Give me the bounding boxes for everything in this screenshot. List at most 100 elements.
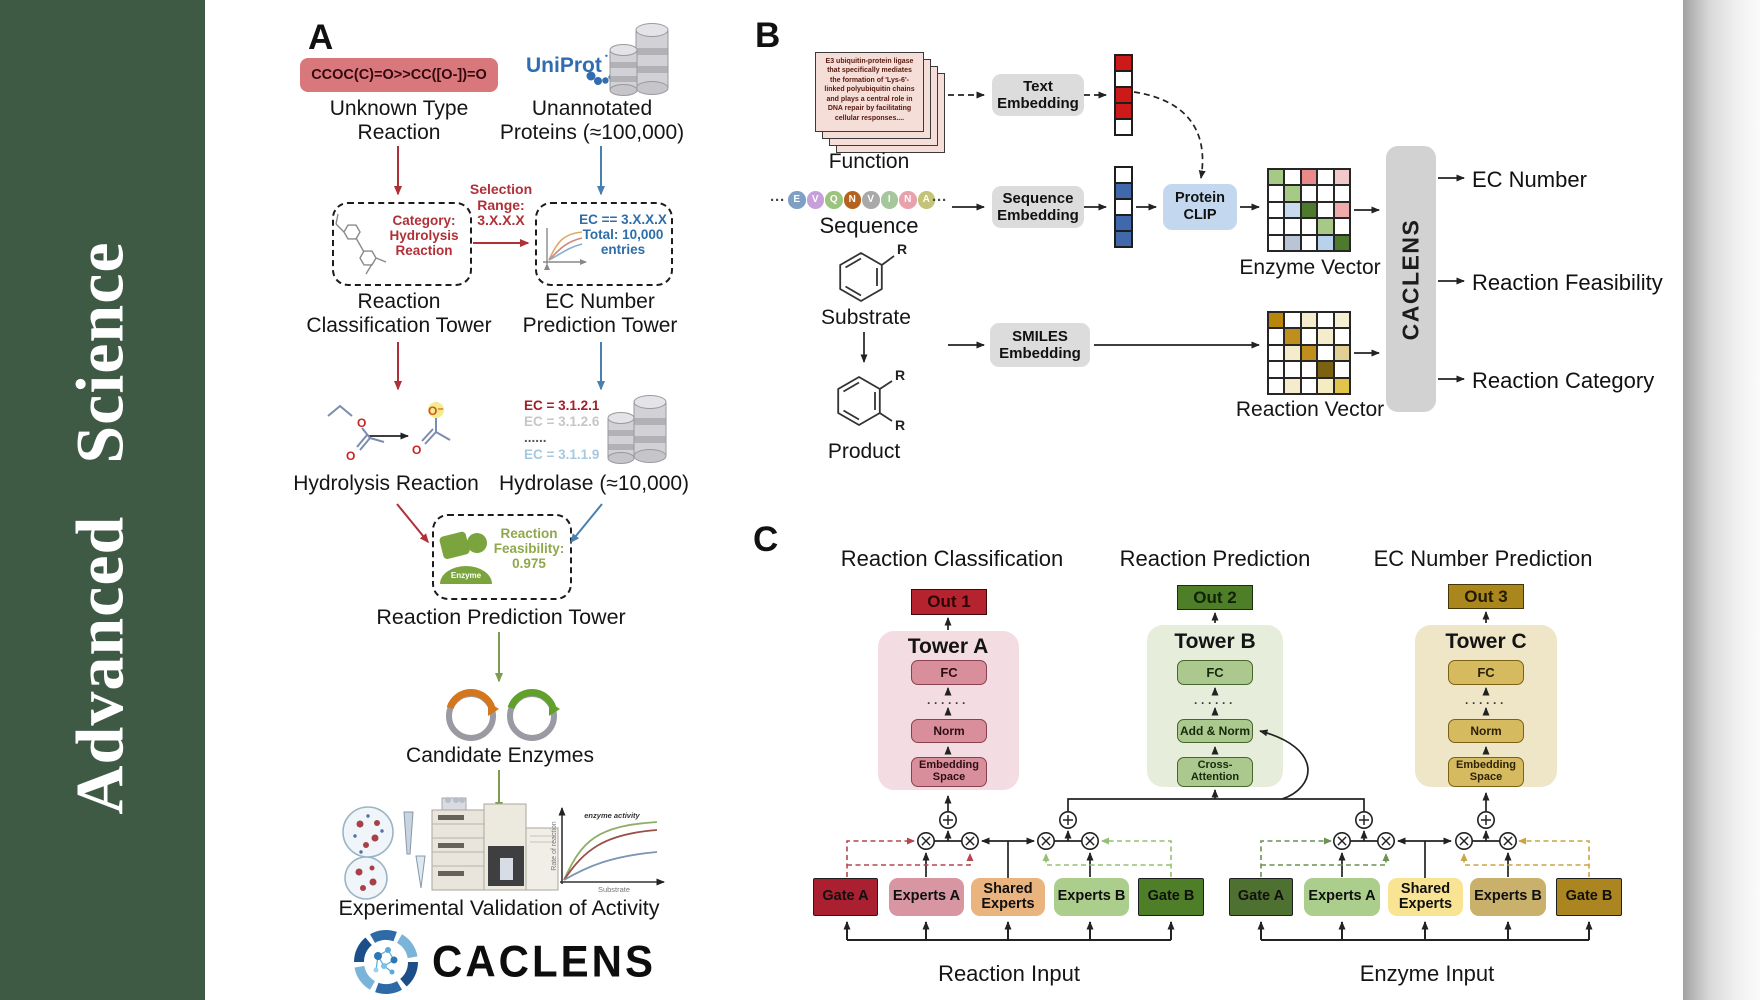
candidate-enzymes-caption: Candidate Enzymes [406,744,594,767]
text-embedding-box: Text Embedding [992,74,1084,116]
acetate-o-label: O [412,443,421,457]
out1-box: Out 1 [911,589,987,615]
caclens-fusion-bar: CACLENS [1386,146,1436,412]
plasmid-icons [446,689,560,741]
prediction-tower-caption: Reaction Prediction Tower [376,605,626,629]
reaction-experts-a-box: Experts A [889,878,964,916]
substrate-molecule-icon: R [839,241,907,303]
activity-chart-title: enzyme activity [584,811,640,820]
tower-a-title: Tower A [907,635,989,658]
reaction-input-caption: Reaction Input [938,961,1080,986]
reaction-vector-matrix [1267,311,1351,395]
activity-chart-xlabel: Substrate [598,885,630,894]
output-reaction-feasibility: Reaction Feasibility [1472,270,1663,295]
unannotated-proteins-caption: Unannotated Proteins (≈100,000) [499,97,685,144]
enzyme-vector-matrix [1267,168,1351,252]
tower-a-dots: ······ [927,696,969,710]
reaction-classification-box [332,202,472,286]
reaction-vector-caption: Reaction Vector [1235,398,1385,421]
reaction-feasibility-box [432,514,572,600]
tower-b-title: Tower B [1174,630,1256,653]
database-icon-hydrolase [607,395,667,464]
tower-a-norm-box: Norm [911,719,987,743]
category-text: Category: Hydrolysis Reaction [389,213,459,259]
ester-o2-label: O [346,449,355,463]
tower-c-norm-box: Norm [1448,719,1524,743]
output-reaction-category: Reaction Category [1472,368,1655,393]
out2-box: Out 2 [1177,585,1253,610]
journal-sidebar: Advanced Science [0,0,205,1000]
function-caption: Function [828,150,910,173]
heading-reaction-prediction: Reaction Prediction [1119,546,1311,571]
function-card-text: E3 ubiquitin-protein ligase that specifi… [824,58,915,122]
tower-c-fc-box: FC [1448,660,1524,685]
out3-box: Out 3 [1448,584,1524,609]
ester-o-label: O [357,416,366,430]
panel-a-label: A [308,18,334,57]
hydrolase-caption: Hydrolase (≈10,000) [498,472,690,495]
molecule-scribble-icon [335,213,387,275]
product-caption: Product [827,440,901,463]
sequence-vector [1114,166,1133,248]
text-vector [1114,54,1133,136]
panel-b-label: B [755,16,781,55]
tower-b-crossattention-box: Cross- Attention [1177,757,1253,787]
enzyme-icon: Enzyme [439,531,492,584]
enzyme-experts-b-box: Experts B [1470,878,1546,916]
substrate-caption: Substrate [821,306,911,329]
activity-chart-ylabel: Rate of reaction [551,821,558,871]
feasibility-text: Reaction Feasibility: 0.975 [493,526,565,572]
output-ec-number: EC Number [1472,167,1587,192]
uniprot-wordmark: UniProt [526,54,602,77]
enzyme-experts-a-box: Experts A [1304,878,1380,916]
tower-b-addnorm-box: Add & Norm [1177,719,1253,743]
heading-ec-number-prediction: EC Number Prediction [1373,546,1593,571]
enzyme-vector-caption: Enzyme Vector [1239,256,1381,279]
tower-c-embedding-box: Embedding Space [1448,757,1524,787]
enzyme-shared-experts-box: Shared Experts [1388,878,1463,916]
function-card-front: E3 ubiquitin-protein ligase that specifi… [815,52,924,132]
enzyme-gate-b-box: Gate B [1556,878,1622,916]
product-r1-label: R [895,367,905,383]
caclens-wordmark: CACLENS [432,936,657,987]
sequence-embedding-box: Sequence Embedding [992,186,1084,228]
heading-reaction-classification: Reaction Classification [840,546,1064,571]
tower-c-dots: ······ [1465,696,1507,710]
database-icon-proteins [609,23,669,96]
product-molecule-icon: R R [837,367,905,433]
page-edge-shadow [1683,0,1760,1000]
product-r2-label: R [895,417,905,433]
selection-range-text: Selection Range: 3.X.X.X [469,181,533,229]
smiles-box: CCOC(C)=O>>CC([O-])=O [300,58,498,92]
reaction-gate-b-box: Gate B [1138,878,1204,916]
hplc-instrument-icon [431,797,559,891]
ec-filter-text: EC == 3.X.X.X Total: 10,000 entries [579,212,667,258]
panel-b-arrows [860,91,1465,383]
enzyme-input-caption: Enzyme Input [1359,961,1495,986]
ec-tower-caption: EC Number Prediction Tower [522,290,678,337]
substrate-r-label: R [897,241,907,257]
panel-c-wiring [843,611,1593,941]
ester-molecule-icon: O O [327,404,385,463]
reaction-gate-a-box: Gate A [813,878,878,916]
ec-number-list: EC = 3.1.2.1 EC = 3.1.2.6...... EC = 3.1.1… [524,398,600,462]
classification-tower-caption: Reaction Classification Tower [306,290,492,337]
unknown-reaction-caption: Unknown Type Reaction [329,97,469,144]
panel-c-label: C [753,520,779,559]
hydrolysis-caption: Hydrolysis Reaction [293,472,479,495]
tower-b-dots: ······ [1194,696,1236,710]
acetate-molecule-icon: O⁻ O [412,402,451,457]
caclens-logo-icon [353,930,419,994]
tower-a-embedding-box: Embedding Space [911,757,987,787]
protein-clip-box: Protein CLIP [1163,184,1237,230]
activity-chart-icon: enzyme activity Substrate Rate of reacti… [551,807,665,894]
reaction-shared-experts-box: Shared Experts [971,878,1045,916]
ec-prediction-box [535,202,673,286]
cell-assay-icon [342,806,426,900]
validation-caption: Experimental Validation of Activity [338,896,660,920]
